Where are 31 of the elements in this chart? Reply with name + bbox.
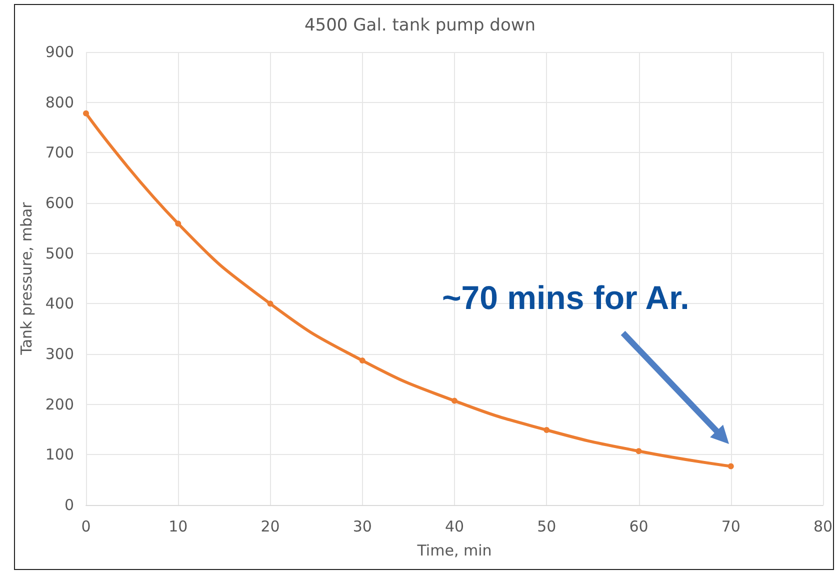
y-tick-label: 100	[45, 446, 74, 464]
annotation: ~70 mins for Ar.	[442, 279, 690, 317]
point	[636, 448, 642, 454]
y-tick-label: 300	[45, 345, 74, 363]
y-tick-label: 200	[45, 395, 74, 414]
x-tick-label: 10	[168, 518, 188, 536]
point	[83, 110, 89, 116]
x-tick-label: 30	[352, 518, 372, 536]
point	[175, 220, 182, 227]
y-axis-title: Tank pressure, mbar	[18, 201, 36, 356]
point	[267, 300, 274, 307]
y-tick-label: 500	[45, 244, 74, 262]
y-tick-label: 700	[45, 144, 74, 162]
x-tick-label: 20	[260, 518, 280, 536]
point	[544, 427, 550, 433]
point	[452, 398, 458, 404]
y-tick-label: 900	[45, 43, 74, 61]
x-tick-label: 70	[721, 518, 740, 536]
x-tick-label: 50	[537, 518, 556, 536]
y-tick-label: 0	[64, 496, 74, 514]
x-tick-label: 0	[81, 518, 91, 536]
point	[728, 463, 734, 470]
chart-title: 4500 Gal. tank pump down	[304, 16, 536, 36]
x-axis-title: Time, min	[416, 542, 492, 560]
y-tick-label: 400	[45, 294, 74, 313]
x-tick-label: 80	[813, 518, 833, 536]
x-tick-label: 60	[629, 518, 648, 536]
x-tick-label: 40	[444, 518, 464, 536]
point	[359, 358, 366, 364]
y-tick-label: 800	[45, 93, 74, 112]
y-tick-label: 600	[45, 194, 74, 212]
